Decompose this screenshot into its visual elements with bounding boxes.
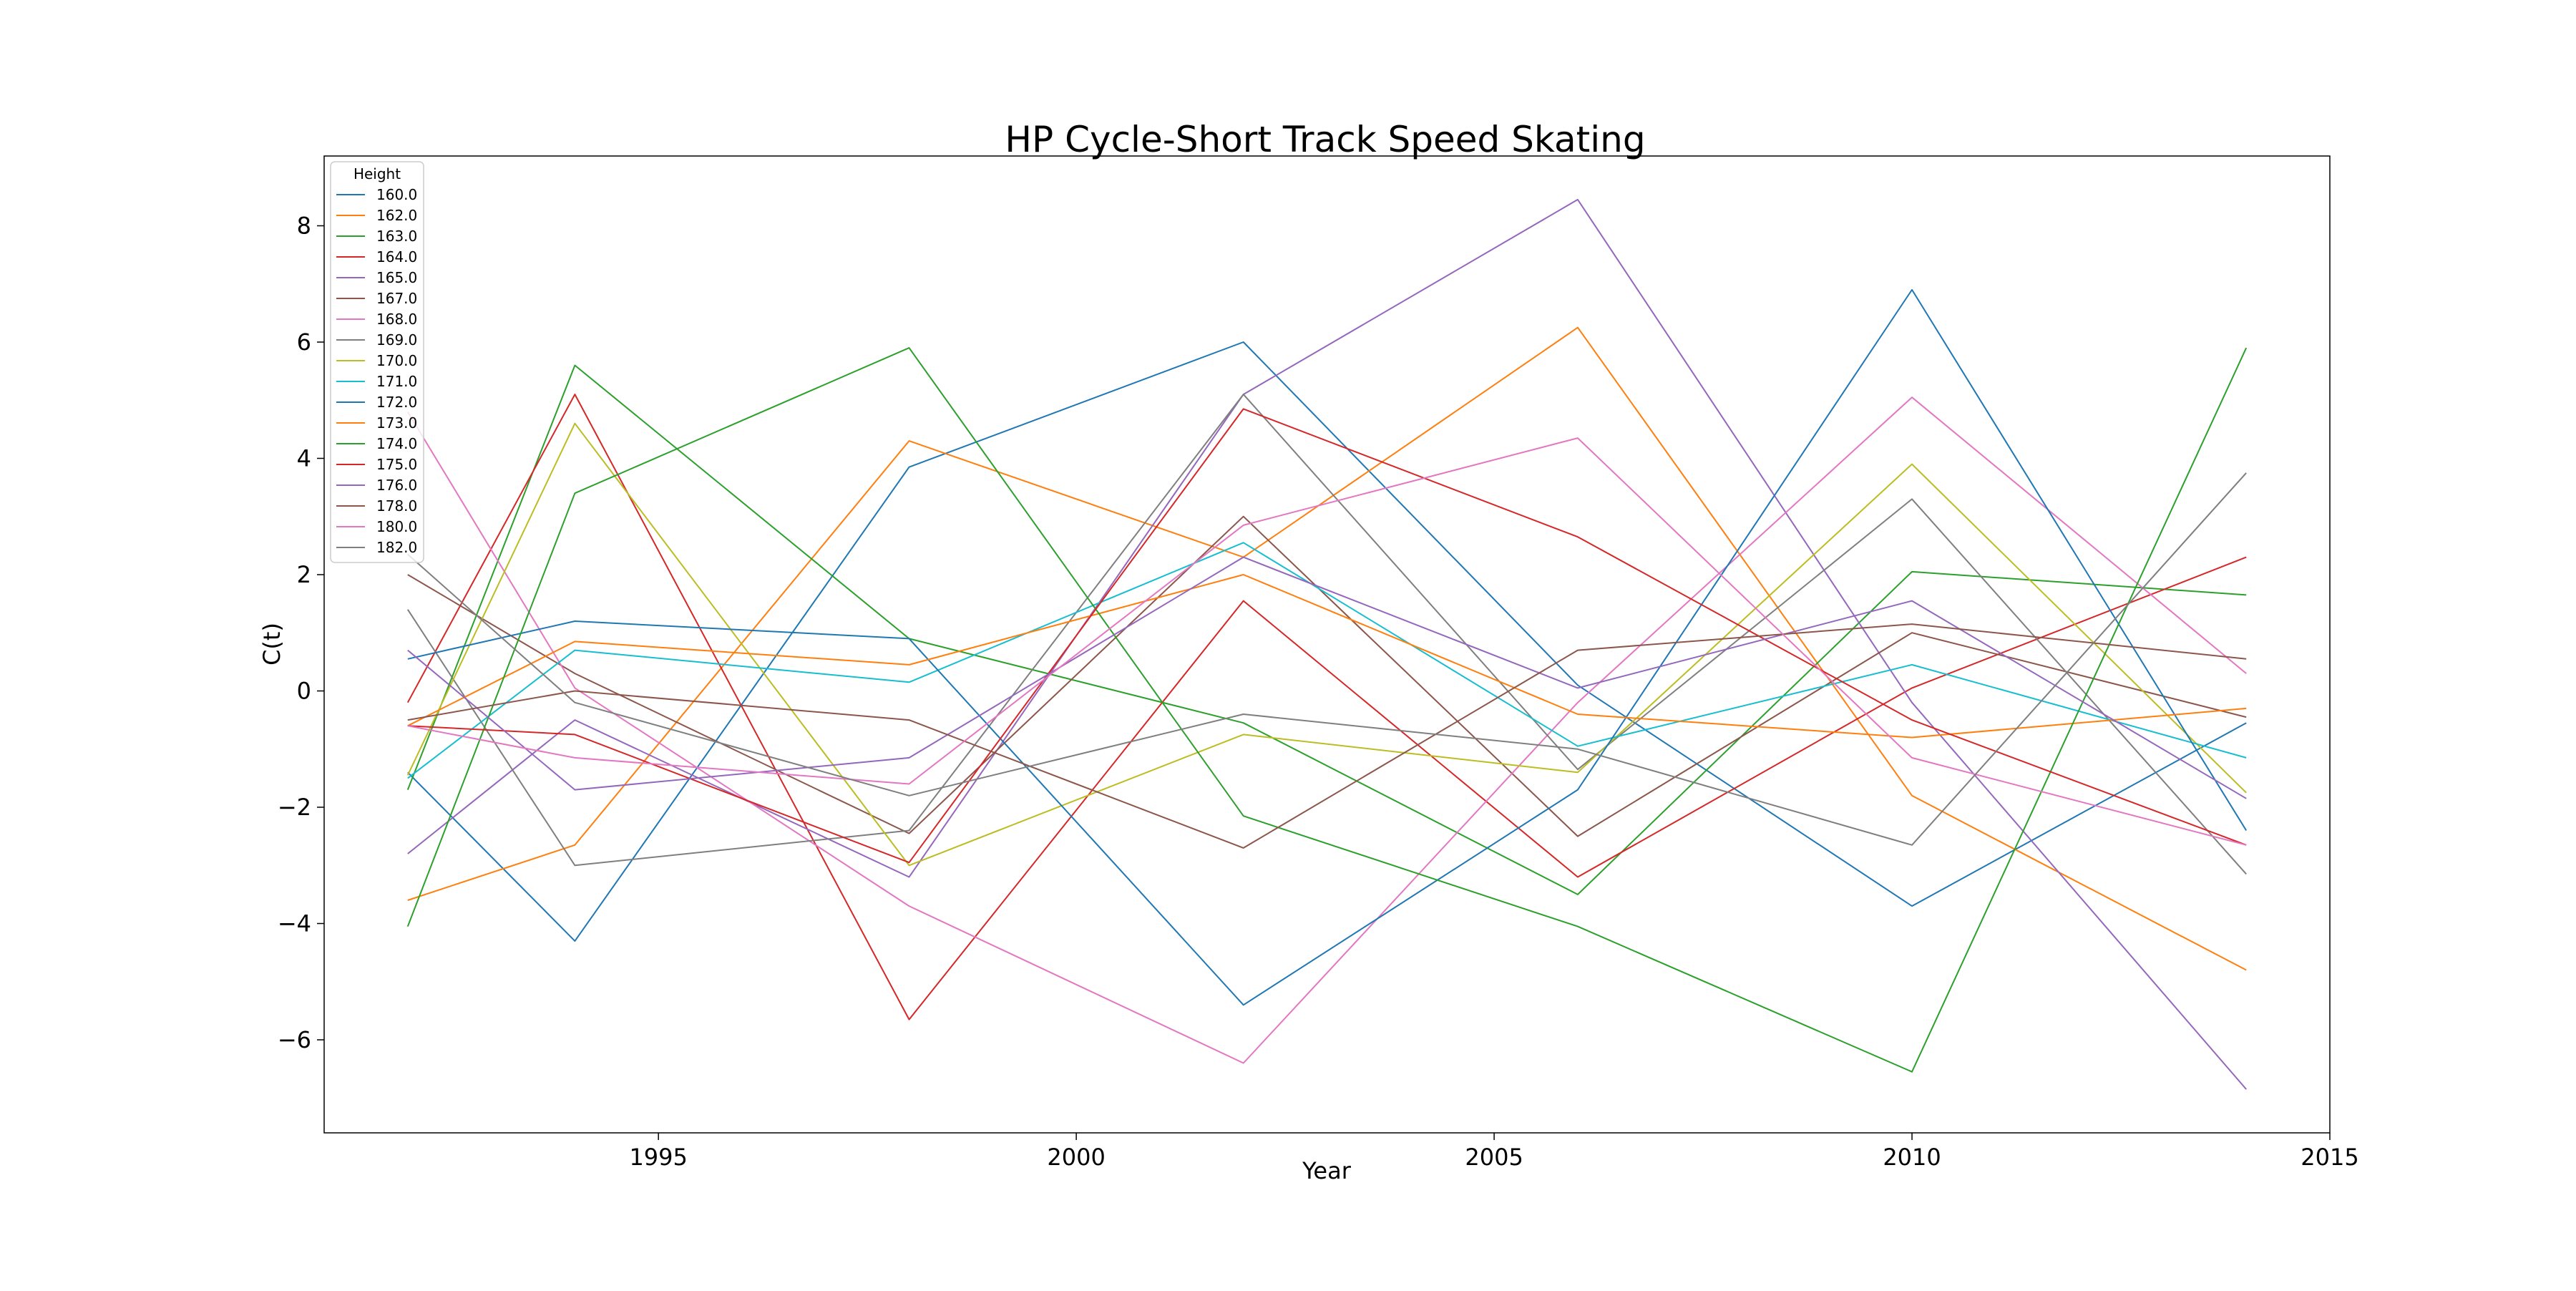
legend-label-167.0: 167.0 (376, 290, 417, 307)
legend-label-174.0: 174.0 (376, 435, 417, 452)
legend-label-180.0: 180.0 (376, 518, 417, 535)
series-line-163.0 (406, 364, 2247, 895)
legend-label-172.0: 172.0 (376, 394, 417, 411)
legend-label-160.0: 160.0 (376, 186, 417, 203)
x-axis-label: Year (1302, 1157, 1352, 1184)
series-line-173.0 (407, 574, 2247, 739)
legend-label-173.0: 173.0 (376, 414, 417, 432)
chart-title: HP Cycle-Short Track Speed Skating (1005, 119, 1645, 160)
legend-label-165.0: 165.0 (376, 269, 417, 286)
series-line-170.0 (406, 422, 2247, 867)
series-line-167.0 (407, 515, 2247, 837)
legend-label-175.0: 175.0 (376, 456, 417, 473)
plot-frame (323, 155, 2331, 1134)
series-line-174.0 (406, 347, 2248, 1073)
y-tick-label: 4 (297, 445, 311, 472)
legend-label-164.0: 164.0 (376, 248, 417, 265)
series-line-182.0 (407, 472, 2247, 846)
legend-label-163.0: 163.0 (376, 228, 417, 245)
series-line-164.0 (406, 394, 2247, 1020)
series-line-168.0 (406, 396, 2247, 1064)
series-line-176.0 (407, 556, 2247, 799)
series-line-178.0 (407, 623, 2247, 849)
y-axis-ticks: −6 −4 −2 0 2 4 6 8 (278, 213, 324, 1053)
x-tick-label: 1995 (629, 1144, 687, 1171)
y-tick-label: 2 (297, 561, 311, 588)
legend-label-171.0: 171.0 (376, 373, 417, 390)
y-tick-label: 0 (297, 678, 311, 705)
x-axis-ticks: 1995 2000 2005 2010 2015 (629, 1133, 2359, 1171)
series-line-169.0 (406, 394, 2247, 875)
series-line-171.0 (407, 542, 2247, 779)
y-tick-label: −6 (278, 1026, 311, 1053)
y-tick-label: 8 (297, 213, 311, 240)
y-tick-label: −4 (278, 910, 311, 937)
x-tick-label: 2015 (2301, 1144, 2358, 1171)
legend-title: Height (353, 165, 401, 182)
legend-label-178.0: 178.0 (376, 497, 417, 515)
legend-label-170.0: 170.0 (376, 352, 417, 369)
series-line-160.0 (407, 341, 2247, 942)
y-axis-label: C(t) (258, 623, 286, 666)
legend: Height 160.0 162.0 163.0 164.0 165.0 167.0 168… (330, 161, 424, 563)
legend-items: 160.0 162.0 163.0 164.0 165.0 167.0 168.0 169.0… (336, 186, 417, 556)
series-line-180.0 (407, 437, 2247, 846)
series-line-172.0 (407, 288, 2248, 1006)
legend-label-162.0: 162.0 (376, 207, 417, 224)
x-tick-label: 2000 (1047, 1144, 1105, 1171)
legend-label-169.0: 169.0 (376, 331, 417, 349)
y-tick-label: −2 (278, 794, 311, 821)
plot-lines (406, 198, 2248, 1090)
legend-label-168.0: 168.0 (376, 311, 417, 328)
legend-label-182.0: 182.0 (376, 539, 417, 556)
y-tick-label: 6 (297, 328, 311, 356)
x-tick-label: 2005 (1465, 1144, 1523, 1171)
x-tick-label: 2010 (1883, 1144, 1941, 1171)
series-line-175.0 (407, 408, 2247, 864)
legend-box (330, 161, 424, 563)
legend-label-176.0: 176.0 (376, 477, 417, 494)
